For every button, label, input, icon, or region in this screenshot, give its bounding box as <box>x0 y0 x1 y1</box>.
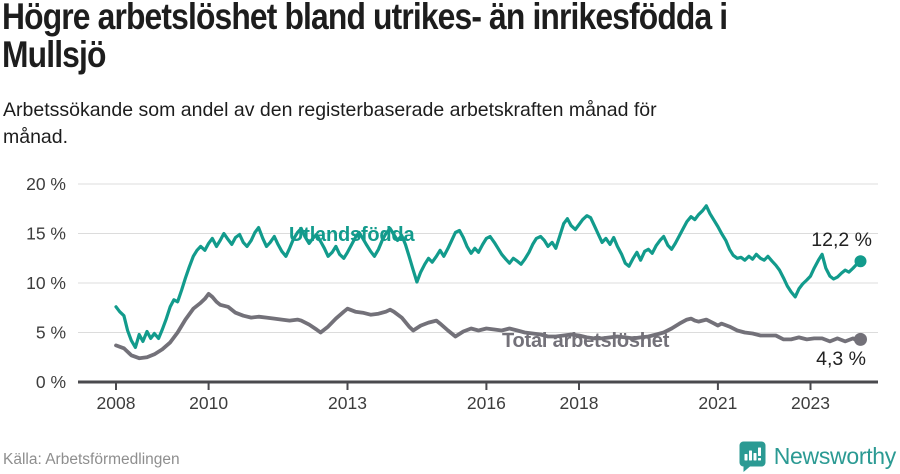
series-lines <box>114 204 863 361</box>
series-line-utlandsfodda <box>114 204 863 349</box>
end-value-label-total: 4,3 % <box>816 348 866 370</box>
chart-subtitle: Arbetssökande som andel av den registerb… <box>3 97 863 151</box>
y-tick-label: 0 % <box>36 372 66 392</box>
title-line-1: Högre arbetslöshet bland utrikes- än inr… <box>2 0 728 37</box>
title-line-2: Mullsjö <box>2 34 106 75</box>
y-axis-labels: 0 % 5 % 10 % 15 % 20 % <box>26 174 66 392</box>
x-tick-label: 2013 <box>328 393 367 413</box>
newsworthy-logo: Newsworthy <box>739 441 896 472</box>
series-end-dot-total <box>854 332 867 346</box>
x-tick-label: 2010 <box>189 393 228 413</box>
badge-bar-chart-glyph <box>744 447 761 461</box>
series-line-total <box>114 291 863 361</box>
subtitle-line-2: månad. <box>3 126 69 148</box>
x-tick-label: 2008 <box>97 393 136 413</box>
x-axis: 2008 2010 2013 2016 2018 2021 2023 <box>97 382 830 413</box>
y-tick-label: 20 % <box>26 174 66 194</box>
y-tick-label: 10 % <box>26 273 66 293</box>
subtitle-line-1: Arbetssökande som andel av den registerb… <box>3 99 657 121</box>
y-tick-label: 5 % <box>36 323 66 343</box>
series-label-total-arbetsloshet: Total arbetslöshet <box>502 330 670 352</box>
series-label-utlandsfodda: Utlandsfödda <box>289 224 415 246</box>
series-end-dots <box>854 255 867 346</box>
gridlines <box>78 183 878 384</box>
source-attribution: Källa: Arbetsförmedlingen <box>3 451 180 468</box>
x-tick-label: 2021 <box>698 393 737 413</box>
newsworthy-wordmark: Newsworthy <box>773 443 897 469</box>
end-value-label-utlandsfodda: 12,2 % <box>811 229 872 251</box>
page-title: Högre arbetslöshet bland utrikes- än inr… <box>2 0 900 74</box>
y-tick-label: 15 % <box>26 224 66 244</box>
newsworthy-badge-icon <box>739 441 766 472</box>
x-tick-label: 2018 <box>560 393 599 413</box>
x-tick-label: 2023 <box>791 393 830 413</box>
series-end-dot-utlandsfodda <box>854 255 867 268</box>
x-tick-label: 2016 <box>467 393 506 413</box>
badge-bubble <box>739 441 766 472</box>
